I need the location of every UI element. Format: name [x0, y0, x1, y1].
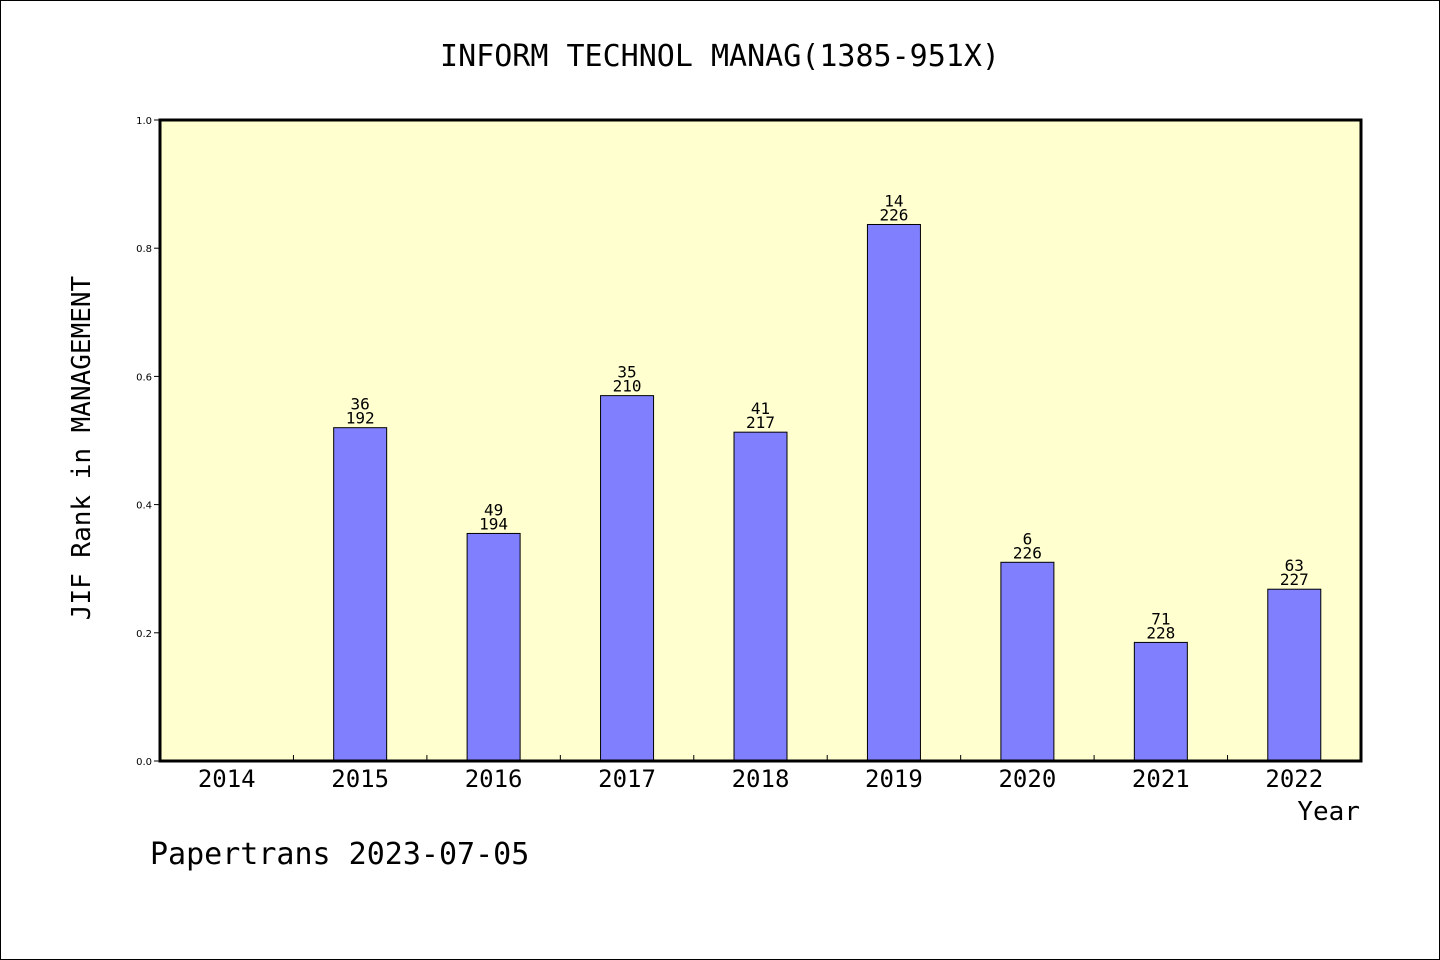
- bar: [1267, 588, 1322, 762]
- data-label-top: 36: [351, 395, 370, 414]
- data-label-top: 6: [1023, 529, 1033, 548]
- y-tick-label: 0.0: [136, 757, 152, 768]
- bar: [866, 223, 921, 762]
- x-tick-label: 2020: [998, 765, 1056, 793]
- data-label-top: 49: [484, 500, 503, 519]
- y-tick-label: 1.0: [136, 116, 152, 127]
- bar: [733, 431, 788, 762]
- y-axis-label: JIF Rank in MANAGEMENT: [67, 275, 97, 620]
- bars-group: [333, 223, 1322, 762]
- y-tick-label: 0.6: [136, 372, 152, 383]
- data-label-bottom: 227: [1280, 570, 1309, 589]
- bar: [333, 427, 388, 762]
- x-axis-label: Year: [1297, 797, 1360, 827]
- data-label-bottom: 217: [746, 413, 775, 432]
- data-label-bottom: 210: [613, 377, 642, 396]
- data-label-bottom: 192: [346, 409, 375, 428]
- footer-text: Papertrans 2023-07-05: [150, 837, 529, 872]
- x-tick-label: 2016: [465, 765, 523, 793]
- bar: [466, 532, 521, 762]
- data-label-top: 14: [884, 191, 903, 210]
- x-tick-label: 2018: [732, 765, 790, 793]
- data-label-top: 71: [1151, 609, 1170, 628]
- x-tick-label: 2022: [1265, 765, 1323, 793]
- x-tick-label: 2017: [598, 765, 656, 793]
- bar: [1133, 641, 1188, 762]
- x-axis: 2014 2015 2016 2017 2018 2019 2020 2021 2022: [198, 755, 1323, 793]
- x-tick-label: 2019: [865, 765, 923, 793]
- bar: [600, 395, 655, 762]
- y-tick-label: 0.8: [136, 244, 152, 255]
- data-label-bottom: 226: [1013, 543, 1042, 562]
- data-label-top: 35: [617, 363, 636, 382]
- data-label-top: 41: [751, 399, 770, 418]
- bar: [1000, 561, 1055, 762]
- x-tick-label: 2021: [1132, 765, 1190, 793]
- data-label-top: 63: [1285, 556, 1304, 575]
- x-tick-label: 2015: [331, 765, 389, 793]
- plot-border: [158, 118, 1363, 763]
- y-tick-label: 0.4: [136, 501, 152, 512]
- y-axis: 0.0 0.2 0.4 0.6 0.8 1.0: [136, 116, 160, 768]
- data-label-bottom: 226: [879, 205, 908, 224]
- chart-title: INFORM TECHNOL MANAG(1385-951X): [440, 39, 1000, 74]
- y-tick-label: 0.2: [136, 629, 152, 640]
- data-label-bottom: 194: [479, 514, 508, 533]
- data-label-bottom: 228: [1146, 623, 1175, 642]
- x-tick-label: 2014: [198, 765, 256, 793]
